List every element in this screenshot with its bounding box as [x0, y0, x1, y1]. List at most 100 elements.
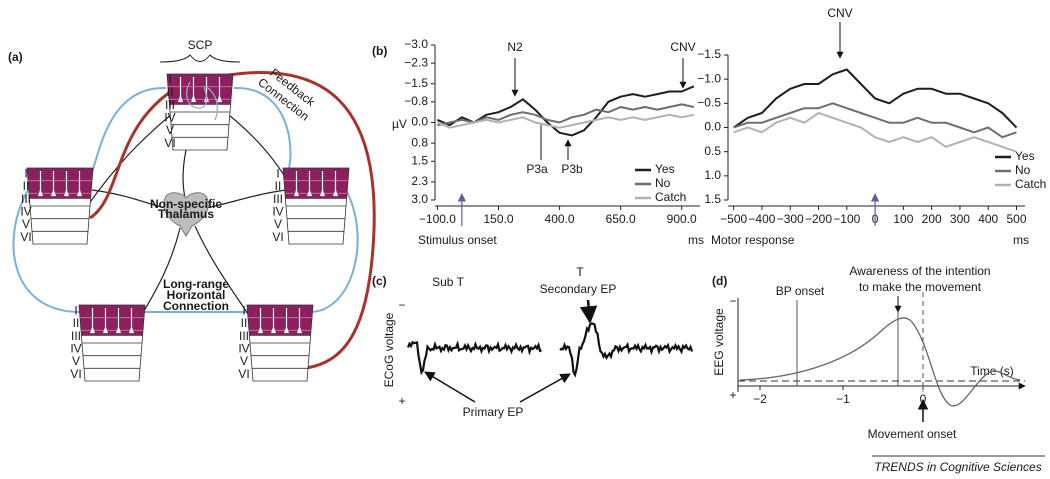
column-lower — [28, 198, 92, 245]
column-lower — [284, 198, 348, 245]
x-tick-label: 300 — [950, 212, 970, 226]
y-sign: + — [398, 394, 405, 408]
y-tick-label: −1.0 — [697, 71, 721, 85]
pyramidal-soma — [51, 188, 56, 197]
thalamic-line — [204, 189, 287, 209]
y-sign: + — [729, 388, 736, 402]
x-tick-label: 400.0 — [545, 212, 575, 226]
column-upper — [282, 167, 350, 199]
x-tick-label: −1 — [836, 392, 850, 406]
feedback-loop — [185, 81, 218, 121]
panel-label: (a) — [8, 50, 23, 64]
scp-trace — [159, 54, 241, 63]
y-tick-label: −2.3 — [404, 55, 428, 69]
bp-onset-label: BP onset — [776, 284, 825, 298]
feedback-connection — [89, 78, 191, 220]
layer-label: IV — [272, 205, 283, 219]
thalamic-line — [182, 149, 187, 201]
x-tick-label: 100 — [893, 212, 913, 226]
legend-label: Yes — [655, 162, 675, 176]
pyramidal-soma — [64, 188, 69, 197]
y-tick-label: −0.5 — [697, 96, 721, 110]
layer-label: II — [275, 179, 282, 193]
y-tick-label: 0.5 — [704, 144, 721, 158]
x-tick-label: 400 — [978, 212, 998, 226]
annotation: P3a — [526, 162, 548, 176]
layer-label: IV — [20, 205, 31, 219]
horizontal-label: Connection — [163, 299, 229, 313]
x-tick-label: 500 — [1006, 212, 1026, 226]
column-upper — [166, 73, 234, 105]
y-tick-label: 0.0 — [411, 115, 428, 129]
layer-label: II — [23, 179, 30, 193]
pyramidal-soma — [217, 94, 222, 103]
ecog-trace — [406, 340, 542, 376]
layer-label: V — [166, 123, 174, 137]
legend-label: No — [1015, 163, 1031, 177]
layer-label: I — [242, 304, 245, 318]
sub-t-label: Sub T — [432, 275, 464, 289]
horizontal-connection — [12, 189, 81, 313]
x-label: Stimulus onset — [418, 233, 497, 247]
y-tick-label: −3.0 — [404, 37, 428, 51]
layer-label: III — [21, 192, 31, 206]
y-tick-label: 1.5 — [704, 192, 721, 206]
annotation: CNV — [670, 40, 695, 54]
pyramidal-soma — [116, 325, 121, 334]
layer-label: VI — [20, 230, 31, 244]
pyramidal-soma — [38, 188, 43, 197]
y-label: ECoG voltage — [382, 312, 396, 387]
thalamus-label: Non-specific — [150, 197, 222, 211]
layer-label: III — [165, 98, 175, 112]
panel-label: (d) — [712, 274, 727, 288]
x-tick-label: 150.0 — [483, 212, 513, 226]
layer-label: V — [240, 354, 248, 368]
panel-label: (b) — [372, 44, 387, 58]
feedback-connection — [221, 71, 376, 370]
movement-label: Movement onset — [868, 427, 957, 441]
layer-label: II — [73, 316, 80, 330]
x-tick-label: 650.0 — [606, 212, 636, 226]
awareness-label: Awareness of the intention — [849, 264, 990, 278]
layer-label: III — [71, 329, 81, 343]
y-label: EEG voltage — [712, 308, 726, 376]
x-tick-label: −2 — [753, 392, 767, 406]
layer-label: VI — [238, 367, 249, 381]
series-line — [437, 113, 695, 129]
pointer-arrow — [519, 373, 571, 403]
pointer-arrow — [579, 299, 598, 324]
column-upper — [246, 304, 314, 336]
layer-label: III — [273, 192, 283, 206]
y-label: µV — [392, 117, 407, 131]
x-tick-label: 900.0 — [667, 212, 697, 226]
series-line — [733, 102, 1017, 139]
layer-label: V — [274, 217, 282, 231]
layer-label: IV — [70, 342, 81, 356]
x-unit: ms — [1013, 233, 1029, 247]
layer-label: I — [276, 167, 279, 181]
pyramidal-soma — [178, 94, 183, 103]
horizontal-label: Horizontal — [167, 288, 226, 302]
scp-label: SCP — [188, 38, 213, 52]
layer-label: III — [239, 329, 249, 343]
x-label: Motor response — [711, 233, 795, 247]
legend-label: Yes — [1015, 149, 1035, 163]
source-label: TRENDS in Cognitive Sciences — [874, 460, 1041, 474]
y-sign: − — [729, 294, 736, 308]
x-tick-label: −200 — [805, 212, 832, 226]
x-tick-label: −100 — [833, 212, 860, 226]
legend-label: Catch — [1015, 177, 1046, 191]
layer-label: V — [22, 217, 30, 231]
y-tick-label: 3.0 — [411, 192, 428, 206]
pyramidal-soma — [297, 325, 302, 334]
layer-label: V — [72, 354, 80, 368]
column-lower — [168, 104, 232, 151]
pyramidal-soma — [333, 188, 338, 197]
y-tick-label: 1.0 — [704, 168, 721, 182]
y-tick-label: −0.8 — [404, 94, 428, 108]
x-tick-label: −500 — [720, 212, 747, 226]
pyramidal-soma — [271, 325, 276, 334]
x-tick-label: −100.0 — [419, 212, 456, 226]
